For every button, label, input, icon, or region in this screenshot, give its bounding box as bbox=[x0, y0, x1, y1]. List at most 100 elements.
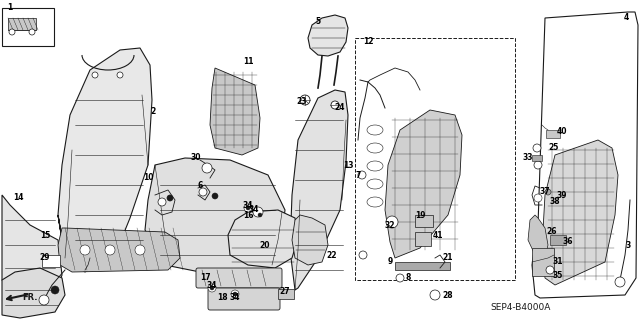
Polygon shape bbox=[542, 140, 618, 285]
Circle shape bbox=[534, 194, 542, 202]
Text: 21: 21 bbox=[443, 254, 453, 263]
Circle shape bbox=[231, 290, 239, 298]
Circle shape bbox=[615, 277, 625, 287]
Text: 16: 16 bbox=[243, 211, 253, 220]
Circle shape bbox=[300, 95, 310, 105]
Circle shape bbox=[29, 29, 35, 35]
Circle shape bbox=[244, 204, 252, 212]
Bar bbox=[550, 235, 566, 245]
Circle shape bbox=[430, 290, 440, 300]
Circle shape bbox=[534, 161, 542, 169]
Text: 31: 31 bbox=[553, 257, 563, 266]
FancyBboxPatch shape bbox=[196, 268, 282, 288]
Bar bbox=[395, 262, 450, 270]
Text: 7: 7 bbox=[355, 170, 361, 180]
Text: 2: 2 bbox=[150, 108, 156, 116]
Circle shape bbox=[158, 198, 166, 206]
Text: 6: 6 bbox=[197, 181, 203, 189]
Circle shape bbox=[208, 284, 216, 292]
Circle shape bbox=[212, 193, 218, 199]
Circle shape bbox=[39, 295, 49, 305]
Circle shape bbox=[167, 195, 173, 201]
Polygon shape bbox=[228, 210, 298, 268]
Polygon shape bbox=[58, 228, 180, 272]
Text: 30: 30 bbox=[191, 153, 201, 162]
Text: 17: 17 bbox=[200, 273, 211, 283]
Text: 24: 24 bbox=[335, 103, 345, 113]
Text: 27: 27 bbox=[280, 287, 291, 296]
Polygon shape bbox=[385, 110, 462, 258]
Text: 41: 41 bbox=[433, 231, 444, 240]
Bar bbox=[546, 130, 560, 138]
Text: 28: 28 bbox=[443, 291, 453, 300]
Circle shape bbox=[546, 266, 554, 274]
Text: 15: 15 bbox=[40, 231, 50, 240]
Text: 35: 35 bbox=[553, 271, 563, 279]
Circle shape bbox=[92, 72, 98, 78]
Text: 12: 12 bbox=[363, 38, 373, 47]
Text: 11: 11 bbox=[243, 57, 253, 66]
Circle shape bbox=[105, 245, 115, 255]
Polygon shape bbox=[58, 48, 152, 272]
Text: FR.: FR. bbox=[22, 293, 38, 301]
Polygon shape bbox=[292, 215, 328, 265]
Bar bbox=[2, 8, 54, 46]
Text: 4: 4 bbox=[623, 13, 628, 23]
Bar bbox=[278, 289, 294, 299]
Text: 29: 29 bbox=[40, 254, 51, 263]
Polygon shape bbox=[210, 68, 260, 155]
Polygon shape bbox=[528, 215, 548, 258]
Circle shape bbox=[258, 213, 262, 217]
Text: 40: 40 bbox=[557, 128, 567, 137]
Circle shape bbox=[199, 188, 207, 196]
Circle shape bbox=[358, 171, 366, 179]
Polygon shape bbox=[290, 90, 348, 290]
Circle shape bbox=[545, 189, 551, 195]
Bar bbox=[532, 248, 554, 276]
Circle shape bbox=[359, 251, 367, 259]
Text: 33: 33 bbox=[523, 153, 533, 162]
Circle shape bbox=[396, 274, 404, 282]
Text: 34: 34 bbox=[207, 280, 217, 290]
Bar bbox=[8, 18, 36, 30]
Circle shape bbox=[51, 286, 59, 294]
Circle shape bbox=[331, 101, 339, 109]
Text: 8: 8 bbox=[405, 272, 411, 281]
Circle shape bbox=[9, 29, 15, 35]
Text: 1: 1 bbox=[8, 4, 13, 12]
Circle shape bbox=[117, 72, 123, 78]
Text: SEP4-B4000A: SEP4-B4000A bbox=[490, 303, 550, 313]
Polygon shape bbox=[145, 158, 285, 278]
Text: 22: 22 bbox=[327, 250, 337, 259]
Bar bbox=[532, 155, 542, 161]
Circle shape bbox=[135, 245, 145, 255]
Polygon shape bbox=[2, 195, 62, 298]
Circle shape bbox=[210, 286, 214, 290]
Circle shape bbox=[202, 163, 212, 173]
Text: 18: 18 bbox=[217, 293, 227, 302]
Circle shape bbox=[253, 207, 263, 217]
Circle shape bbox=[533, 144, 541, 152]
Text: 3: 3 bbox=[625, 241, 630, 249]
Text: 19: 19 bbox=[415, 211, 425, 219]
Circle shape bbox=[80, 245, 90, 255]
Text: 25: 25 bbox=[549, 144, 559, 152]
Text: 39: 39 bbox=[557, 190, 567, 199]
Text: 34: 34 bbox=[249, 205, 259, 214]
Text: 10: 10 bbox=[143, 174, 153, 182]
Text: 5: 5 bbox=[316, 18, 321, 26]
Text: 14: 14 bbox=[13, 194, 23, 203]
Circle shape bbox=[246, 206, 250, 210]
Text: 38: 38 bbox=[550, 197, 560, 206]
Bar bbox=[355, 38, 515, 280]
Text: 26: 26 bbox=[547, 227, 557, 236]
Polygon shape bbox=[308, 15, 348, 56]
Text: 13: 13 bbox=[343, 160, 353, 169]
Text: 36: 36 bbox=[563, 238, 573, 247]
Text: 34: 34 bbox=[230, 293, 240, 302]
Text: 9: 9 bbox=[387, 257, 392, 266]
FancyBboxPatch shape bbox=[208, 288, 280, 310]
Polygon shape bbox=[2, 268, 65, 318]
Text: 37: 37 bbox=[540, 188, 550, 197]
Text: 23: 23 bbox=[297, 98, 307, 107]
